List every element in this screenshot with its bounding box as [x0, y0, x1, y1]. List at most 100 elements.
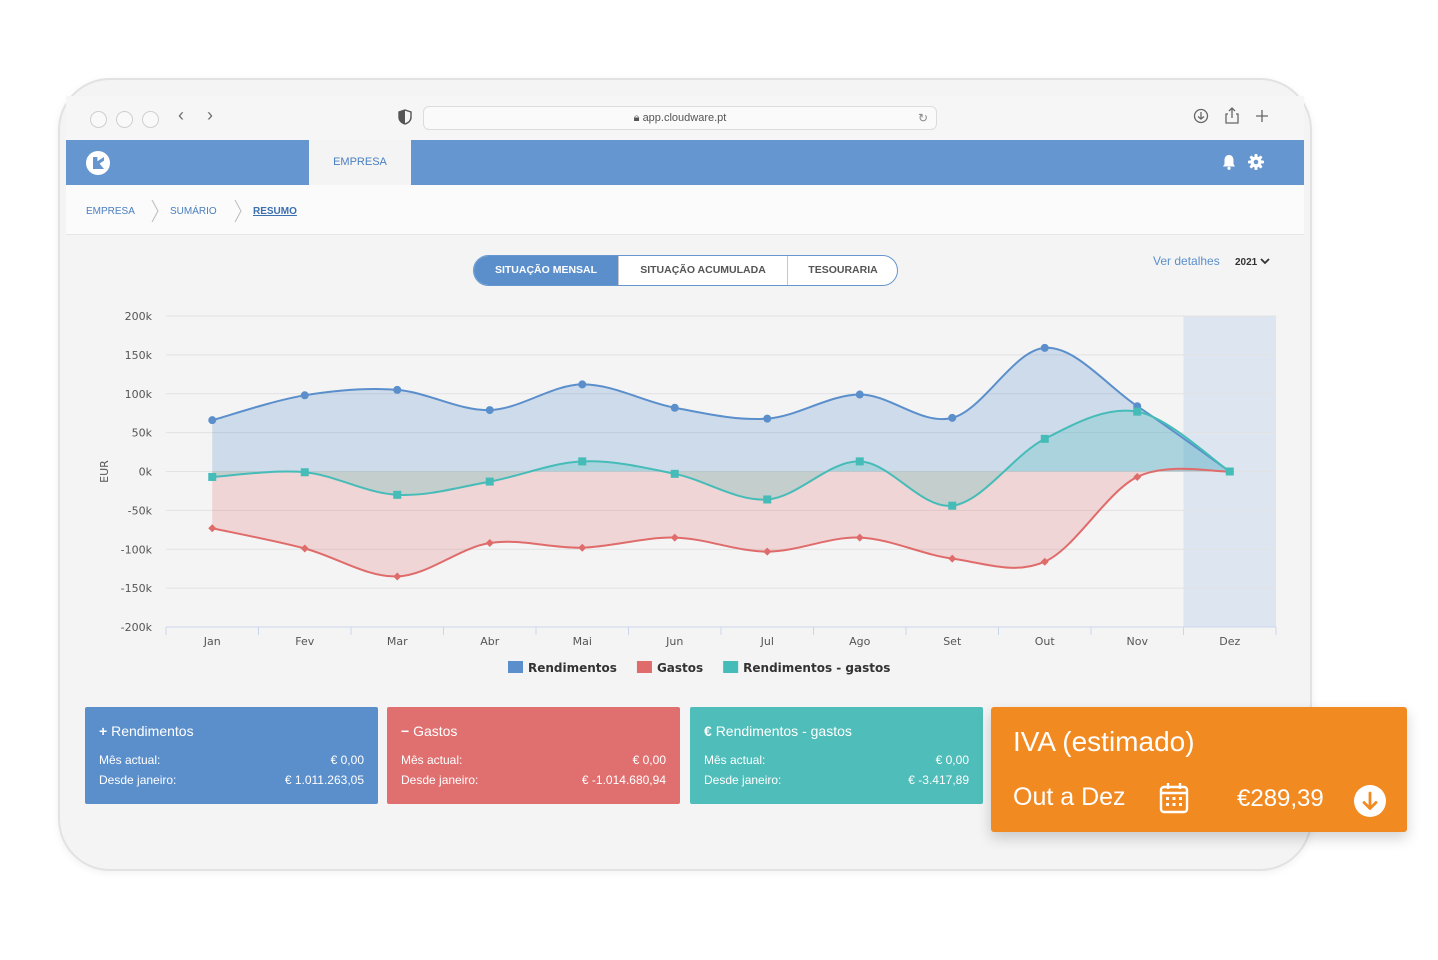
breadcrumb-item-resumo[interactable]: RESUMO — [253, 206, 297, 217]
window-zoom-button[interactable] — [142, 111, 159, 128]
legend-swatch — [508, 661, 523, 673]
summary-card-title: + Rendimentos — [99, 723, 194, 739]
reload-icon[interactable]: ↻ — [918, 111, 928, 125]
window-close-button[interactable] — [90, 111, 107, 128]
breadcrumb-separator-icon — [150, 199, 160, 223]
y-tick-label: -150k — [121, 582, 153, 595]
summary-card-row-label: Desde janeiro: — [704, 773, 781, 787]
calendar-icon[interactable] — [1159, 782, 1189, 814]
x-tick-label: Jun — [665, 635, 683, 648]
x-tick-label: Abr — [480, 635, 500, 648]
gear-icon[interactable] — [1247, 153, 1265, 171]
y-tick-label: 100k — [125, 388, 153, 401]
data-point — [1041, 435, 1049, 443]
summary-card-2[interactable]: − Gastos Mês actual: € 0,00 Desde janeiro: €… — [387, 707, 680, 804]
data-point — [856, 391, 864, 399]
tab-tesouraria[interactable]: TESOURARIA — [788, 256, 898, 285]
data-point — [671, 470, 679, 478]
summary-card-row-label: Mês actual: — [704, 753, 765, 767]
download-icon[interactable] — [1192, 107, 1210, 125]
data-point — [393, 491, 401, 499]
y-tick-label: 0k — [139, 466, 153, 479]
forward-button[interactable]: › — [207, 105, 213, 126]
legend-swatch — [723, 661, 738, 673]
data-point — [301, 468, 309, 476]
summary-card-prefix-icon: + — [99, 723, 111, 739]
data-point — [208, 473, 216, 481]
lock-icon: 🔒︎ — [634, 112, 643, 124]
privacy-shield-icon[interactable] — [398, 109, 412, 125]
data-point — [301, 391, 309, 399]
y-tick-label: -100k — [121, 543, 153, 556]
tab-empresa[interactable]: EMPRESA — [309, 140, 411, 185]
breadcrumb: EMPRESA SUMÁRIO RESUMO — [66, 185, 1304, 235]
iva-period: Out a Dez — [1013, 783, 1126, 812]
cloudware-logo-icon[interactable] — [86, 151, 110, 175]
y-tick-label: -200k — [121, 621, 153, 634]
y-tick-label: -50k — [128, 504, 153, 517]
breadcrumb-item-sumario[interactable]: SUMÁRIO — [170, 206, 217, 217]
breadcrumb-separator-icon — [233, 199, 243, 223]
summary-card-row-value: € -1.014.680,94 — [582, 773, 666, 787]
summary-card-row-label: Desde janeiro: — [99, 773, 176, 787]
legend-item: Rendimentos - gastos — [743, 661, 890, 675]
data-point — [1133, 408, 1141, 416]
data-point — [578, 380, 586, 388]
app-header: EMPRESA — [66, 140, 1304, 185]
summary-card-row-label: Mês actual: — [99, 753, 160, 767]
monthly-chart: 200k 150k 100k 50k 0k -50k -100k -150k -200k EUR J… — [88, 300, 1288, 690]
x-tick-label: Fev — [295, 635, 314, 648]
data-point — [1226, 468, 1234, 476]
x-tick-label: Mai — [573, 635, 592, 648]
x-tick-label: Ago — [849, 635, 871, 648]
data-point — [1041, 344, 1049, 352]
summary-card-prefix-icon: − — [401, 723, 413, 739]
ver-detalhes-link[interactable]: Ver detalhes — [1153, 254, 1220, 268]
summary-card-row-value: € 0,00 — [936, 753, 969, 767]
x-tick-label: Dez — [1219, 635, 1240, 648]
summary-card-title: € Rendimentos - gastos — [704, 723, 852, 739]
bell-icon[interactable] — [1220, 153, 1238, 171]
browser-toolbar: ‹ › 🔒︎ app.cloudware.pt ↻ — [66, 96, 1304, 140]
new-tab-icon[interactable] — [1253, 107, 1271, 125]
summary-card-row-value: € -3.417,89 — [908, 773, 969, 787]
tab-situacao-acumulada[interactable]: SITUAÇÃO ACUMULADA — [619, 256, 787, 285]
x-tick-label: Set — [943, 635, 962, 648]
year-select[interactable]: 2021 — [1235, 257, 1270, 268]
data-point — [671, 404, 679, 412]
summary-card-prefix-icon: € — [704, 723, 716, 739]
legend-item: Gastos — [657, 661, 703, 675]
x-tick-label: Mar — [387, 635, 408, 648]
summary-card-row-value: € 1.011.263,05 — [285, 773, 364, 787]
iva-value: €289,39 — [1237, 785, 1324, 813]
legend-item: Rendimentos — [528, 661, 617, 675]
data-point — [486, 478, 494, 486]
legend-swatch — [637, 661, 652, 673]
summary-card-row-label: Desde janeiro: — [401, 773, 478, 787]
summary-card-1[interactable]: + Rendimentos Mês actual: € 0,00 Desde jane… — [85, 707, 378, 804]
summary-card-row-label: Mês actual: — [401, 753, 462, 767]
url-text: app.cloudware.pt — [643, 112, 727, 124]
data-point — [393, 386, 401, 394]
data-point — [208, 416, 216, 424]
download-circle-icon[interactable] — [1353, 784, 1387, 818]
data-point — [763, 495, 771, 503]
tab-empresa-label: EMPRESA — [309, 156, 411, 168]
summary-card-title: − Gastos — [401, 723, 457, 739]
x-tick-label: Jul — [760, 635, 774, 648]
breadcrumb-item-empresa[interactable]: EMPRESA — [86, 206, 135, 217]
year-value: 2021 — [1235, 257, 1257, 268]
data-point — [948, 502, 956, 510]
x-tick-label: Jan — [203, 635, 221, 648]
y-tick-label: 150k — [125, 349, 153, 362]
tab-situacao-mensal[interactable]: SITUAÇÃO MENSAL — [474, 256, 618, 285]
window-minimize-button[interactable] — [116, 111, 133, 128]
summary-card-3[interactable]: € Rendimentos - gastos Mês actual: € 0,00 D… — [690, 707, 983, 804]
summary-card-row-value: € 0,00 — [331, 753, 364, 767]
data-point — [856, 457, 864, 465]
iva-card[interactable]: IVA (estimado) Out a Dez €289,39 — [991, 707, 1407, 832]
back-button[interactable]: ‹ — [178, 105, 184, 126]
share-icon[interactable] — [1223, 107, 1241, 125]
address-bar[interactable]: 🔒︎ app.cloudware.pt ↻ — [423, 106, 937, 130]
x-tick-label: Out — [1035, 635, 1056, 648]
